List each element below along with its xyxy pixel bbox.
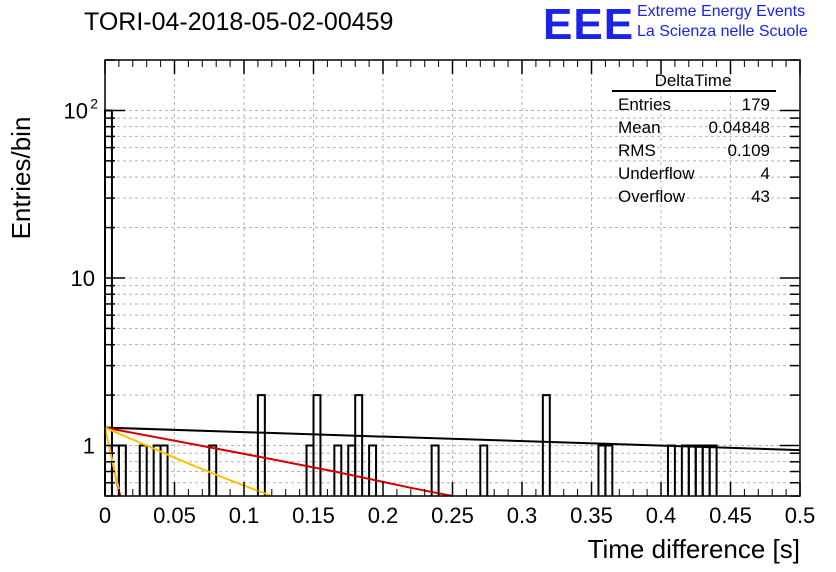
fit-curve [104, 426, 453, 497]
histogram-bin [138, 444, 148, 496]
logo-caption-line2: La Scienza nelle Scuole [637, 23, 808, 40]
histogram-bin [368, 444, 378, 496]
stats-row-value: 4 [761, 164, 770, 183]
y-tick-label: 10 [64, 98, 88, 123]
stats-row-value: 43 [751, 187, 770, 206]
axis-ticks [104, 59, 801, 497]
x-tick-label: 0.4 [646, 503, 677, 528]
eee-logo: EEE [543, 0, 635, 49]
histogram-bin [354, 394, 364, 496]
grid-lines [105, 60, 800, 496]
stats-row-value: 0.109 [727, 141, 770, 160]
x-tick-label: 0.45 [709, 503, 752, 528]
x-tick-label: 0.1 [229, 503, 260, 528]
x-tick-labels: 0 0.05 0.1 0.15 0.2 0.25 0.3 0.35 0.4 0.45 0.5 [99, 503, 815, 528]
histogram-bin [708, 444, 718, 496]
histogram-bin [604, 444, 614, 496]
logo-caption-line1: Extreme Energy Events [637, 3, 806, 20]
x-tick-label: 0.3 [507, 503, 538, 528]
histogram-bin [430, 444, 440, 496]
stats-box: DeltaTime Entries 179 Mean 0.04848 RMS 0.109 U… [612, 71, 776, 206]
stats-row-label: Overflow [618, 187, 686, 206]
fit-curve [104, 426, 801, 452]
histogram-bin [541, 394, 551, 496]
x-tick-label: 0.15 [292, 503, 335, 528]
x-tick-label: 0.25 [431, 503, 474, 528]
histogram-bin [312, 394, 322, 496]
y-tick-exponent: 2 [90, 95, 98, 111]
histogram-bin [208, 444, 218, 496]
stats-row-label: RMS [618, 141, 656, 160]
x-tick-label: 0.35 [570, 503, 613, 528]
stats-row-label: Underflow [618, 164, 695, 183]
y-tick-label: 10 [71, 266, 95, 291]
chart-title: TORI-04-2018-05-02-00459 [84, 8, 394, 36]
histogram-bin [479, 444, 489, 496]
stats-row-label: Mean [618, 118, 661, 137]
x-tick-label: 0.2 [368, 503, 399, 528]
stats-title: DeltaTime [655, 71, 732, 90]
histogram-bin [159, 444, 169, 496]
y-tick-label: 1 [83, 434, 95, 459]
x-tick-label: 0.05 [153, 503, 196, 528]
stats-row-label: Entries [618, 95, 671, 114]
x-tick-label: 0.5 [785, 503, 816, 528]
x-axis-title: Time difference [s] [588, 534, 800, 564]
stats-row-value: 179 [742, 95, 770, 114]
stats-row-value: 0.04848 [709, 118, 770, 137]
fit-curve [104, 427, 120, 490]
histogram-bin [256, 394, 266, 496]
x-tick-label: 0 [99, 503, 111, 528]
y-axis-title: Entries/bin [6, 117, 36, 240]
